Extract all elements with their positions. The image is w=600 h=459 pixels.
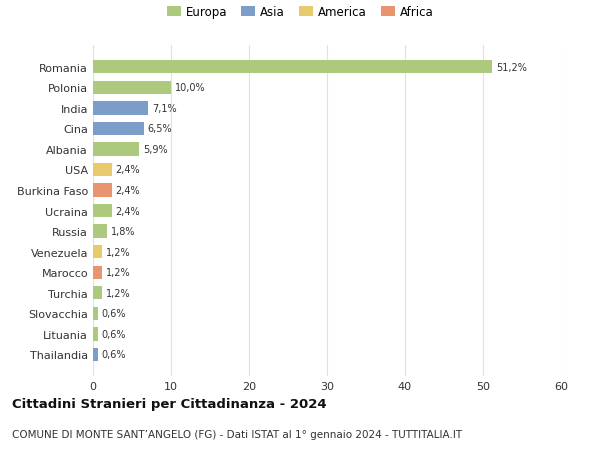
Text: 2,4%: 2,4% (116, 165, 140, 175)
Bar (93, 123, 144, 136)
Bar (93, 225, 107, 238)
Text: COMUNE DI MONTE SANT’ANGELO (FG) - Dati ISTAT al 1° gennaio 2024 - TUTTITALIA.IT: COMUNE DI MONTE SANT’ANGELO (FG) - Dati … (12, 429, 462, 439)
Bar (93, 163, 112, 177)
Text: 0,6%: 0,6% (101, 350, 126, 360)
Text: 1,2%: 1,2% (106, 268, 131, 278)
Bar (93, 143, 139, 156)
Text: 6,5%: 6,5% (148, 124, 172, 134)
Bar (93, 266, 103, 280)
Bar (93, 184, 112, 197)
Text: Cittadini Stranieri per Cittadinanza - 2024: Cittadini Stranieri per Cittadinanza - 2… (12, 397, 326, 410)
Bar (93, 286, 103, 300)
Text: 10,0%: 10,0% (175, 83, 206, 93)
Text: 0,6%: 0,6% (101, 309, 126, 319)
Text: 2,4%: 2,4% (116, 185, 140, 196)
Text: 7,1%: 7,1% (152, 104, 177, 113)
Bar (93, 81, 171, 95)
Text: 51,2%: 51,2% (496, 62, 527, 73)
Text: 5,9%: 5,9% (143, 145, 167, 155)
Bar (93, 307, 98, 320)
Bar (93, 328, 98, 341)
Text: 1,8%: 1,8% (111, 227, 136, 237)
Bar (93, 246, 103, 259)
Text: 1,2%: 1,2% (106, 247, 131, 257)
Bar (93, 61, 493, 74)
Bar (93, 102, 148, 115)
Text: 1,2%: 1,2% (106, 288, 131, 298)
Bar (93, 348, 98, 361)
Text: 2,4%: 2,4% (116, 206, 140, 216)
Legend: Europa, Asia, America, Africa: Europa, Asia, America, Africa (167, 6, 433, 19)
Bar (93, 204, 112, 218)
Text: 0,6%: 0,6% (101, 329, 126, 339)
